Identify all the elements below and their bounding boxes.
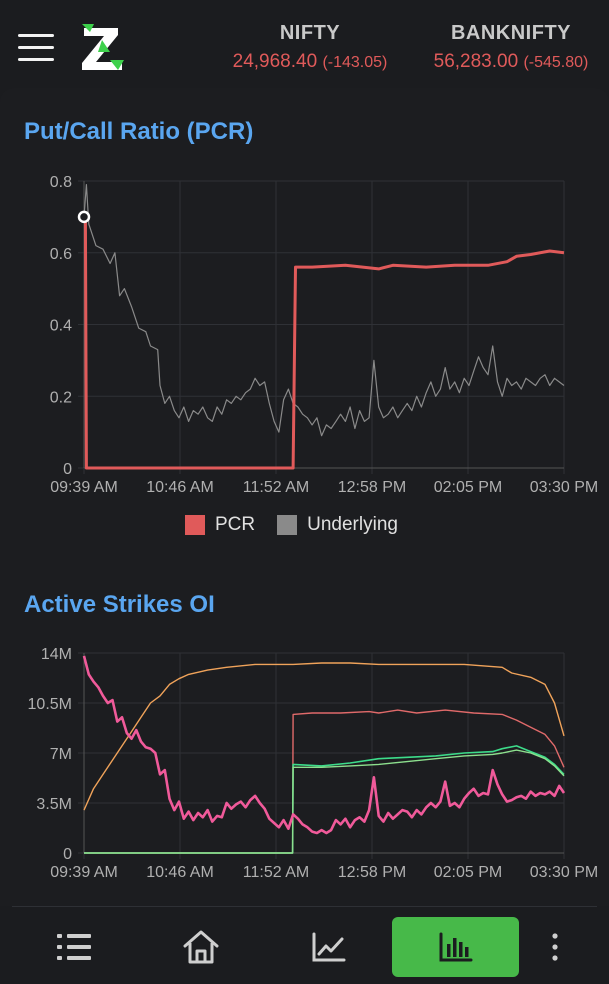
series-line[interactable]: [83, 215, 565, 470]
pcr-chart-title: Put/Call Ratio (PCR): [24, 118, 254, 145]
y-tick-label: 14M: [41, 646, 72, 663]
x-tick-label: 02:05 PM: [434, 864, 502, 881]
y-tick-label: 3.5M: [36, 796, 72, 813]
line-chart-icon: [312, 932, 346, 962]
ticker-value: 56,283.00: [433, 51, 519, 72]
ticker-change: (-545.80): [523, 54, 589, 71]
top-bar: NIFTY 24,968.40 (-143.05) BANKNIFTY 56,2…: [0, 0, 609, 88]
ticker-name: NIFTY: [279, 22, 341, 44]
y-tick-label: 0: [63, 461, 72, 478]
legend-item-underlying[interactable]: Underlying: [277, 514, 398, 536]
series-line[interactable]: [84, 709, 565, 854]
x-tick-label: 12:58 PM: [338, 479, 406, 496]
nav-bar-chart-button[interactable]: [392, 917, 519, 977]
oi-chart-title: Active Strikes OI: [24, 591, 215, 618]
series-line[interactable]: [84, 745, 565, 854]
y-tick-label: 0.4: [50, 318, 72, 335]
x-tick-label: 11:52 AM: [243, 864, 309, 881]
ticker-change: (-143.05): [322, 54, 388, 71]
legend-label: Underlying: [307, 514, 398, 535]
ticker-name: BANKNIFTY: [450, 22, 572, 44]
series-line[interactable]: [83, 184, 565, 437]
brand-logo: [82, 24, 124, 70]
y-tick-label: 0.2: [50, 389, 72, 406]
list-icon: [57, 934, 91, 960]
nav-list-button[interactable]: [44, 917, 106, 977]
x-tick-label: 09:39 AM: [50, 479, 118, 496]
pcr-chart: 0 0.2 0.4 0.6 0.8 09:39 AM 10:46 AM 11:52 AM 12:…: [50, 174, 598, 496]
nav-line-chart-button[interactable]: [298, 917, 360, 977]
main-panel: [0, 88, 609, 906]
hover-point[interactable]: [77, 210, 91, 224]
bottom-nav: [0, 907, 609, 984]
y-tick-label: 0: [63, 846, 72, 863]
ticker-value: 24,968.40: [232, 51, 318, 72]
x-tick-label: 10:46 AM: [146, 479, 214, 496]
x-tick-label: 02:05 PM: [434, 479, 502, 496]
oi-chart: 0 3.5M 7M 10.5M 14M 09:39 AM 10:46 AM 11:52 AM 1…: [28, 646, 599, 881]
home-icon: [183, 930, 219, 964]
legend-swatch: [277, 515, 298, 535]
bottom-divider: [12, 906, 597, 907]
y-tick-label: 7M: [50, 746, 72, 763]
x-tick-label: 12:58 PM: [338, 864, 406, 881]
series-line[interactable]: [83, 662, 565, 811]
y-tick-label: 0.6: [50, 246, 72, 263]
more-vertical-icon: [552, 933, 558, 961]
x-tick-label: 03:30 PM: [530, 864, 598, 881]
x-tick-label: 09:39 AM: [50, 864, 118, 881]
pcr-legend: PCR Underlying: [185, 514, 420, 536]
bar-chart-icon: [439, 932, 472, 962]
menu-icon[interactable]: [18, 34, 54, 62]
x-tick-label: 10:46 AM: [146, 864, 214, 881]
y-tick-label: 10.5M: [28, 696, 72, 713]
series-line[interactable]: [84, 749, 565, 854]
y-tick-label: 0.8: [50, 174, 72, 191]
x-tick-label: 11:52 AM: [243, 479, 309, 496]
ticker-banknifty[interactable]: BANKNIFTY 56,283.00 (-545.80): [422, 22, 600, 73]
nav-more-button[interactable]: [540, 917, 570, 977]
legend-swatch: [185, 515, 205, 535]
legend-label: PCR: [215, 514, 256, 535]
legend-item-pcr[interactable]: PCR: [185, 514, 255, 536]
nav-home-button[interactable]: [170, 917, 232, 977]
series-line[interactable]: [82, 655, 566, 835]
x-tick-label: 03:30 PM: [530, 479, 598, 496]
ticker-nifty[interactable]: NIFTY 24,968.40 (-143.05): [222, 22, 398, 73]
